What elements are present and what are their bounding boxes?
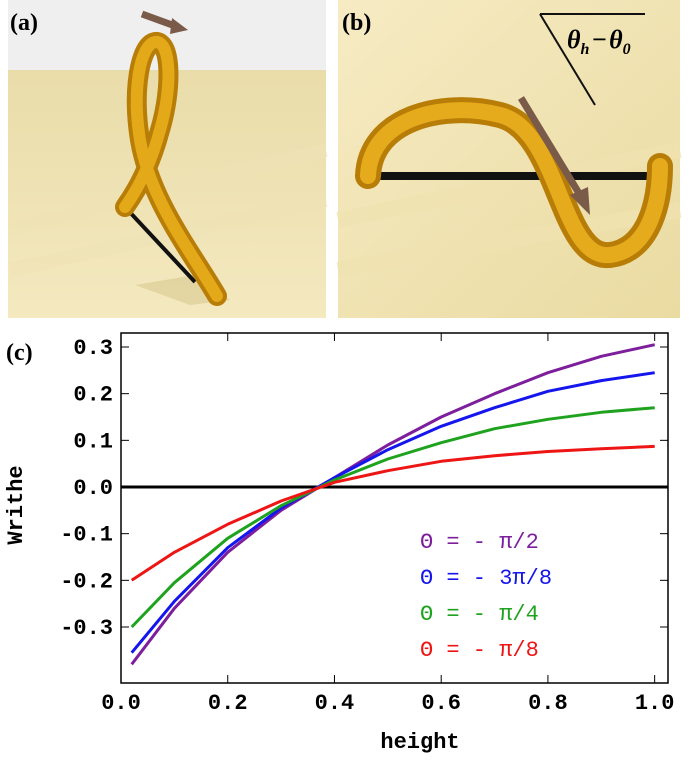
plot: 0.3 0.2 0.1 0.0 -0.1 -0.2 -0.3 0.0 0.2 0.4 0.6 0.8 1…	[60, 332, 675, 716]
formula-part: θ	[567, 25, 581, 54]
panel-label: (b)	[342, 10, 371, 36]
series-line	[130, 406, 655, 629]
series-line	[130, 444, 655, 582]
y-tick-label: 0.3	[73, 336, 113, 361]
series-line	[130, 343, 656, 666]
legend-entry: Θ = - π/8	[420, 638, 539, 663]
x-axis-label: height	[380, 730, 459, 755]
plot-frame	[120, 332, 669, 684]
y-tick-label: -0.1	[60, 523, 113, 548]
legend-entry: Θ = - π/2	[420, 530, 539, 555]
panel-a: (a)	[8, 0, 328, 318]
formula: θh−θ0	[567, 25, 631, 58]
series-line	[130, 371, 655, 654]
legend-entry: Θ = - π/4	[420, 602, 539, 627]
x-tick-label: 0.6	[421, 691, 461, 716]
panel-label: (c)	[6, 340, 33, 366]
panel-b: θh−θ0 (b)	[336, 0, 682, 318]
formula-part: 0	[623, 41, 631, 58]
legend-entry: Θ = - 3π/8	[420, 566, 552, 591]
formula-part: h	[581, 41, 590, 58]
y-tick-label: 0.2	[73, 383, 113, 408]
x-tick-label: 0.0	[101, 691, 141, 716]
formula-part: −	[591, 25, 607, 54]
y-axis-label: Writhe	[4, 465, 29, 544]
formula-part: θ	[609, 25, 623, 54]
y-tick-label: 0.1	[73, 429, 113, 454]
panel-label: (a)	[10, 10, 38, 36]
x-tick-label: 1.0	[635, 691, 675, 716]
y-tick-label: -0.3	[60, 616, 113, 641]
x-tick-label: 0.8	[528, 691, 568, 716]
x-tick-label: 0.2	[208, 691, 248, 716]
y-tick-label: 0.0	[73, 476, 113, 501]
y-tick-label: -0.2	[60, 569, 113, 594]
x-tick-label: 0.4	[315, 691, 355, 716]
